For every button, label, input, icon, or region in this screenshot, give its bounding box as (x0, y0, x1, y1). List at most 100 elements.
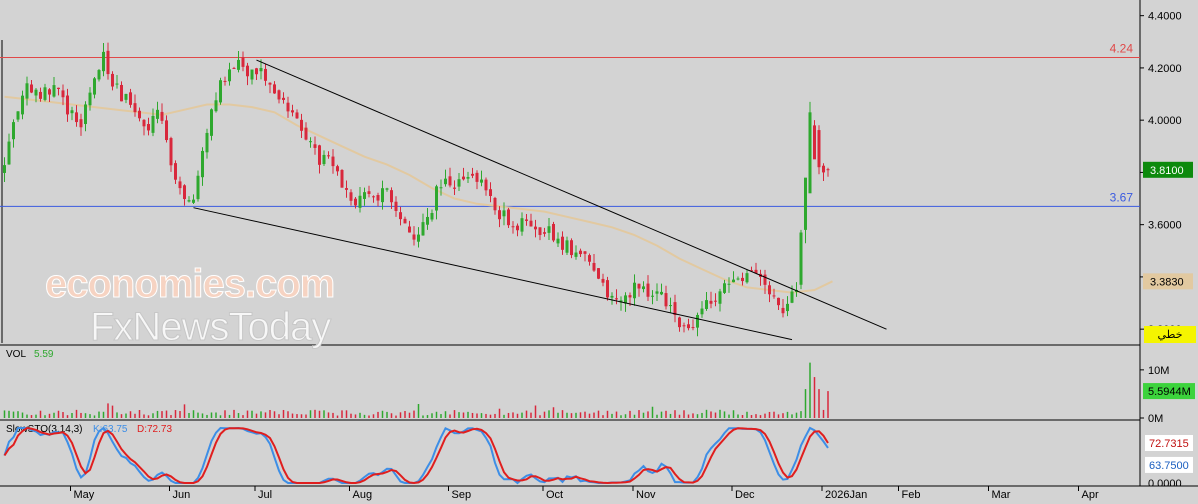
candle (813, 120, 816, 160)
candle (259, 59, 263, 80)
candle-body (799, 232, 803, 285)
candle (219, 77, 222, 105)
candle (426, 208, 429, 230)
candle (583, 251, 587, 262)
candle (466, 171, 470, 184)
candle (169, 136, 173, 172)
candle-body (426, 216, 429, 225)
candle-body (552, 223, 555, 241)
candle-body (592, 262, 596, 271)
candle (295, 109, 299, 119)
candle (696, 312, 699, 337)
candle-body (241, 57, 245, 67)
price-tick-label: 4.2000 (1148, 63, 1182, 75)
candle-body (655, 291, 659, 294)
candle-body (628, 295, 632, 298)
price-tick-label: 3.6000 (1148, 220, 1182, 232)
candle (129, 88, 132, 108)
candle-body (741, 277, 744, 282)
candle (255, 67, 258, 80)
candle-body (3, 165, 6, 173)
candle (66, 88, 69, 122)
candle (750, 266, 753, 272)
price-tick-label: 4.4000 (1148, 11, 1182, 23)
candle (610, 292, 614, 305)
time-label: Jul (258, 489, 272, 501)
candle-body (475, 172, 479, 182)
level-label-1: 3.67 (1110, 190, 1134, 204)
candle (507, 207, 510, 228)
candle-body (340, 169, 344, 188)
candle-body (309, 141, 312, 143)
candle (106, 42, 110, 80)
candle-body (354, 198, 357, 206)
candle-body (250, 69, 254, 80)
candle-body (16, 111, 20, 120)
candle-body (268, 82, 272, 85)
candle-body (579, 250, 582, 255)
candle (232, 66, 236, 69)
candle-body (295, 112, 299, 119)
stochastic-d-current: 72.7315 (1149, 438, 1189, 450)
volume-tick-label: 0M (1148, 413, 1163, 425)
candle-body (223, 80, 227, 82)
candle (480, 170, 483, 187)
stochastic-d-label: D:72.73 (137, 424, 172, 435)
candle-body (88, 92, 92, 106)
candle-body (345, 188, 348, 190)
candle-body (394, 201, 398, 211)
candle (772, 288, 776, 299)
time-label: Jun (173, 489, 191, 501)
horizontal-levels: 4.24 3.67 (0, 41, 1140, 207)
candle (822, 163, 825, 182)
candle-body (619, 300, 623, 303)
candle-body (745, 273, 749, 283)
candle (237, 50, 240, 73)
candle-body (574, 252, 578, 257)
candle-body (520, 218, 524, 232)
watermark-economies: economies.com (45, 262, 334, 306)
candle-body (727, 283, 731, 285)
ma-price-box (1143, 273, 1193, 290)
candle (201, 147, 204, 186)
time-label: Mar (992, 489, 1011, 501)
candle (7, 133, 11, 165)
candle-body (372, 196, 375, 198)
candle (484, 177, 488, 196)
candle-body (646, 283, 650, 297)
candle-body (178, 181, 182, 189)
candle-body (412, 234, 416, 240)
moving-average-line (4, 95, 833, 294)
candle-body (399, 212, 402, 220)
candle (534, 219, 537, 238)
candle-body (156, 109, 159, 119)
candle (543, 227, 546, 237)
candle (57, 87, 60, 96)
candle-body (430, 213, 434, 220)
candle-body (435, 186, 438, 211)
candle (502, 202, 506, 226)
stochastic-k-current: 63.7500 (1149, 460, 1189, 472)
candle (664, 285, 668, 310)
candle-body (606, 280, 609, 298)
candle-body (610, 295, 614, 298)
candle (138, 107, 141, 122)
candle (457, 172, 461, 191)
candle (403, 216, 407, 224)
candle-body (214, 100, 218, 112)
candle-body (70, 110, 74, 114)
candle-body (408, 226, 411, 233)
candle-body (48, 89, 51, 95)
candle-body (43, 87, 47, 100)
candle (52, 77, 56, 98)
volume-tick-label: 10M (1148, 365, 1169, 377)
candle (745, 269, 749, 284)
candle (160, 103, 164, 125)
candle (340, 169, 344, 188)
candle-body (444, 178, 447, 185)
candle (777, 297, 780, 311)
stochastic-k-label: K:63.75 (93, 424, 128, 435)
candle (754, 262, 758, 274)
candle (736, 276, 740, 281)
